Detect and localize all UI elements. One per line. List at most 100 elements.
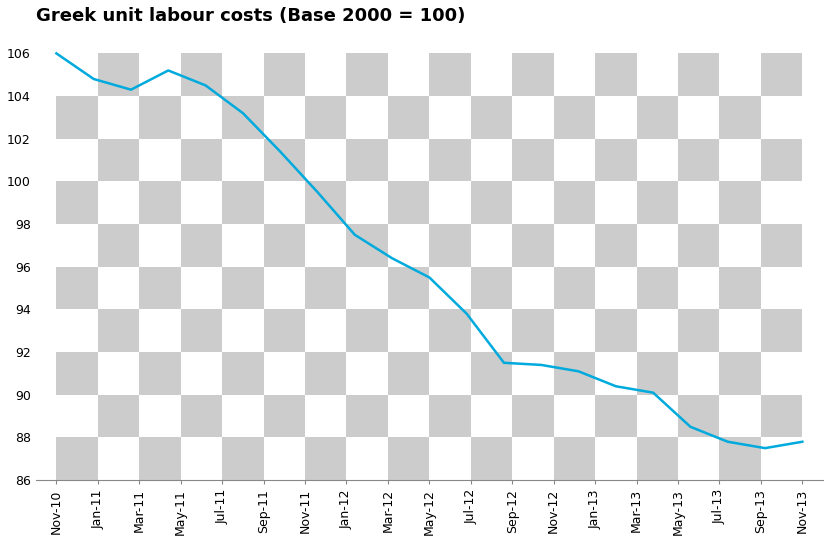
Bar — [678, 352, 720, 395]
Bar — [595, 267, 637, 309]
Bar — [512, 395, 554, 437]
Bar — [761, 267, 803, 309]
Bar — [471, 352, 512, 395]
Bar — [222, 309, 264, 352]
Bar — [512, 182, 554, 224]
Bar — [761, 224, 803, 267]
Bar — [388, 437, 429, 480]
Bar — [56, 352, 98, 395]
Bar — [429, 224, 471, 267]
Bar — [139, 267, 181, 309]
Bar — [720, 182, 761, 224]
Bar — [761, 96, 803, 139]
Bar — [305, 182, 346, 224]
Bar — [264, 54, 305, 96]
Bar — [471, 54, 512, 96]
Bar — [98, 139, 139, 182]
Bar — [388, 139, 429, 182]
Bar — [139, 96, 181, 139]
Bar — [512, 437, 554, 480]
Bar — [346, 437, 388, 480]
Bar — [388, 352, 429, 395]
Bar — [181, 352, 222, 395]
Bar — [678, 437, 720, 480]
Bar — [637, 267, 678, 309]
Bar — [637, 139, 678, 182]
Bar — [305, 352, 346, 395]
Bar — [264, 395, 305, 437]
Bar — [761, 139, 803, 182]
Bar — [98, 224, 139, 267]
Bar — [637, 309, 678, 352]
Bar — [181, 139, 222, 182]
Bar — [678, 182, 720, 224]
Bar — [429, 96, 471, 139]
Bar — [637, 437, 678, 480]
Bar — [554, 54, 595, 96]
Bar — [637, 395, 678, 437]
Bar — [554, 139, 595, 182]
Bar — [429, 395, 471, 437]
Bar — [720, 267, 761, 309]
Bar — [595, 224, 637, 267]
Bar — [761, 309, 803, 352]
Bar — [181, 309, 222, 352]
Bar — [595, 352, 637, 395]
Bar — [761, 395, 803, 437]
Bar — [637, 54, 678, 96]
Bar — [264, 182, 305, 224]
Bar — [181, 267, 222, 309]
Bar — [678, 267, 720, 309]
Bar — [678, 96, 720, 139]
Bar — [429, 139, 471, 182]
Bar — [264, 96, 305, 139]
Bar — [554, 182, 595, 224]
Bar — [222, 54, 264, 96]
Bar — [512, 224, 554, 267]
Bar — [471, 182, 512, 224]
Bar — [264, 437, 305, 480]
Bar — [678, 395, 720, 437]
Bar — [305, 309, 346, 352]
Bar — [98, 395, 139, 437]
Bar — [471, 224, 512, 267]
Bar — [429, 54, 471, 96]
Bar — [346, 309, 388, 352]
Bar — [637, 352, 678, 395]
Bar — [512, 54, 554, 96]
Bar — [305, 224, 346, 267]
Bar — [181, 224, 222, 267]
Bar — [595, 96, 637, 139]
Bar — [761, 182, 803, 224]
Bar — [761, 437, 803, 480]
Bar — [264, 139, 305, 182]
Bar — [346, 139, 388, 182]
Bar — [264, 309, 305, 352]
Bar — [139, 352, 181, 395]
Bar — [720, 54, 761, 96]
Bar — [429, 182, 471, 224]
Bar — [720, 395, 761, 437]
Bar — [595, 54, 637, 96]
Bar — [56, 395, 98, 437]
Bar — [139, 224, 181, 267]
Bar — [471, 96, 512, 139]
Bar — [139, 139, 181, 182]
Bar — [720, 224, 761, 267]
Bar — [678, 139, 720, 182]
Bar — [305, 395, 346, 437]
Bar — [56, 139, 98, 182]
Bar — [471, 395, 512, 437]
Bar — [139, 395, 181, 437]
Bar — [305, 437, 346, 480]
Bar — [56, 224, 98, 267]
Bar — [56, 54, 98, 96]
Bar — [554, 352, 595, 395]
Bar — [637, 182, 678, 224]
Bar — [305, 54, 346, 96]
Bar — [471, 309, 512, 352]
Bar — [346, 54, 388, 96]
Bar — [222, 352, 264, 395]
Bar — [181, 96, 222, 139]
Bar — [222, 267, 264, 309]
